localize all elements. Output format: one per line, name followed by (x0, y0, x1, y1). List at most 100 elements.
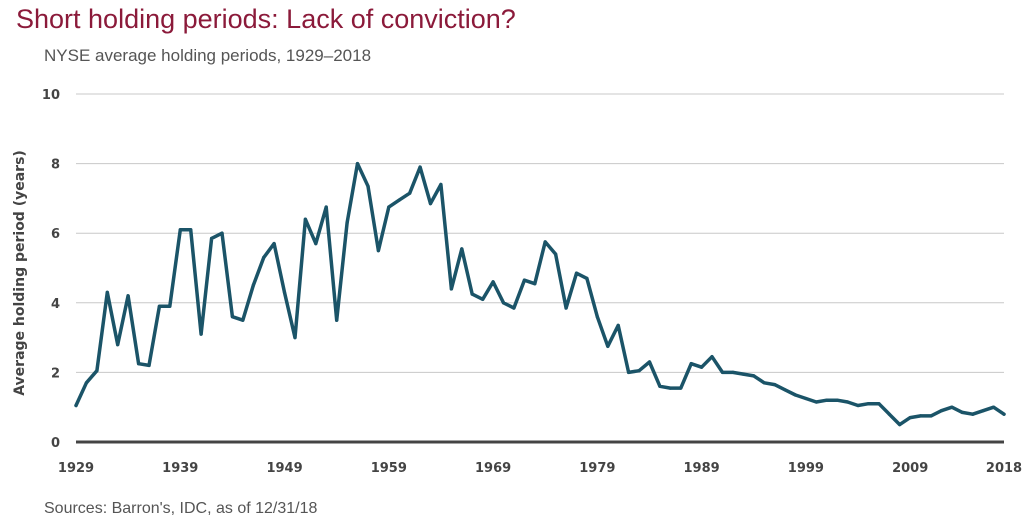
data-point (470, 292, 474, 296)
x-tick-label: 1939 (162, 461, 198, 476)
data-point (178, 228, 182, 232)
data-point (95, 369, 99, 373)
data-point (846, 400, 850, 404)
data-point (199, 332, 203, 336)
data-point (856, 403, 860, 408)
x-tick-label: 1969 (475, 461, 511, 476)
data-point (84, 381, 88, 385)
data-point (168, 304, 172, 308)
data-point (720, 370, 725, 374)
data-point (595, 315, 599, 319)
data-point (230, 315, 234, 319)
data-point (345, 221, 349, 225)
x-tick-label: 1979 (579, 461, 615, 476)
data-point (866, 402, 871, 406)
data-point (314, 242, 318, 246)
data-point (137, 362, 141, 366)
y-tick-label: 8 (51, 158, 60, 173)
data-point (105, 290, 109, 294)
data-point (835, 398, 839, 402)
data-point (428, 202, 433, 206)
data-point (668, 386, 672, 390)
data-point (898, 423, 902, 427)
x-tick-label: 1999 (788, 461, 824, 476)
data-point (533, 282, 537, 286)
data-point (647, 360, 652, 364)
data-point (825, 398, 829, 402)
data-point (960, 410, 964, 414)
data-point (793, 393, 798, 397)
y-axis-ticks: 0 2 4 6 8 10 (42, 88, 60, 451)
data-point (481, 297, 485, 301)
data-point (418, 165, 422, 169)
data-point (574, 271, 579, 275)
data-point (762, 381, 766, 385)
data-point (679, 386, 683, 390)
data-point (157, 304, 161, 308)
data-point (512, 306, 516, 310)
x-axis-ticks: 1929 1939 1949 1959 1969 1979 1989 1999 2009 2018 (58, 461, 1022, 476)
data-point (303, 217, 307, 221)
data-point (919, 414, 923, 418)
x-tick-label: 2009 (892, 461, 928, 476)
data-point (929, 414, 933, 418)
data-point (887, 412, 891, 416)
series-group (74, 161, 1006, 427)
data-point (992, 405, 996, 409)
data-point (74, 403, 78, 408)
data-point (293, 336, 297, 340)
x-tick-label: 1989 (684, 461, 720, 476)
chart-title: Short holding periods: Lack of convictio… (16, 4, 516, 34)
source-note: Sources: Barron's, IDC, as of 12/31/18 (44, 500, 318, 517)
data-point (366, 184, 370, 188)
data-point (439, 182, 443, 187)
data-point (324, 205, 328, 209)
data-point (126, 294, 130, 298)
data-point (752, 374, 756, 378)
data-point (908, 416, 912, 420)
data-point (335, 318, 339, 322)
data-point (522, 278, 527, 282)
data-point (272, 242, 276, 246)
data-point (220, 231, 224, 235)
y-tick-label: 10 (42, 88, 60, 103)
data-point (543, 240, 547, 244)
data-point (282, 290, 287, 294)
data-point (710, 355, 714, 359)
data-point (741, 372, 745, 376)
data-point (585, 276, 589, 280)
data-point (387, 205, 391, 209)
data-point (658, 384, 662, 388)
data-point (700, 365, 704, 369)
data-point (241, 318, 245, 322)
y-tick-label: 4 (51, 297, 60, 312)
data-point (877, 402, 881, 406)
data-point (460, 247, 464, 251)
data-point (971, 412, 975, 416)
data-point (501, 301, 506, 305)
data-point (262, 256, 266, 260)
data-point (116, 343, 120, 347)
data-point (564, 306, 568, 310)
data-point (689, 362, 693, 366)
x-tick-label: 1929 (58, 461, 94, 476)
data-point (554, 252, 558, 256)
data-point (1002, 412, 1006, 416)
y-tick-label: 0 (51, 436, 60, 451)
data-point (637, 369, 641, 373)
data-point (731, 370, 735, 374)
y-axis-label: Average holding period (years) (12, 150, 28, 396)
data-point (491, 280, 495, 284)
data-point (408, 191, 412, 195)
data-point (210, 236, 214, 240)
data-point (939, 409, 944, 413)
data-point (376, 249, 380, 253)
data-point (355, 162, 360, 166)
data-point (189, 228, 193, 232)
y-tick-label: 2 (51, 366, 60, 381)
data-point (783, 388, 787, 392)
data-point (804, 396, 808, 401)
x-tick-label: 1959 (371, 461, 407, 476)
data-point (397, 198, 401, 202)
